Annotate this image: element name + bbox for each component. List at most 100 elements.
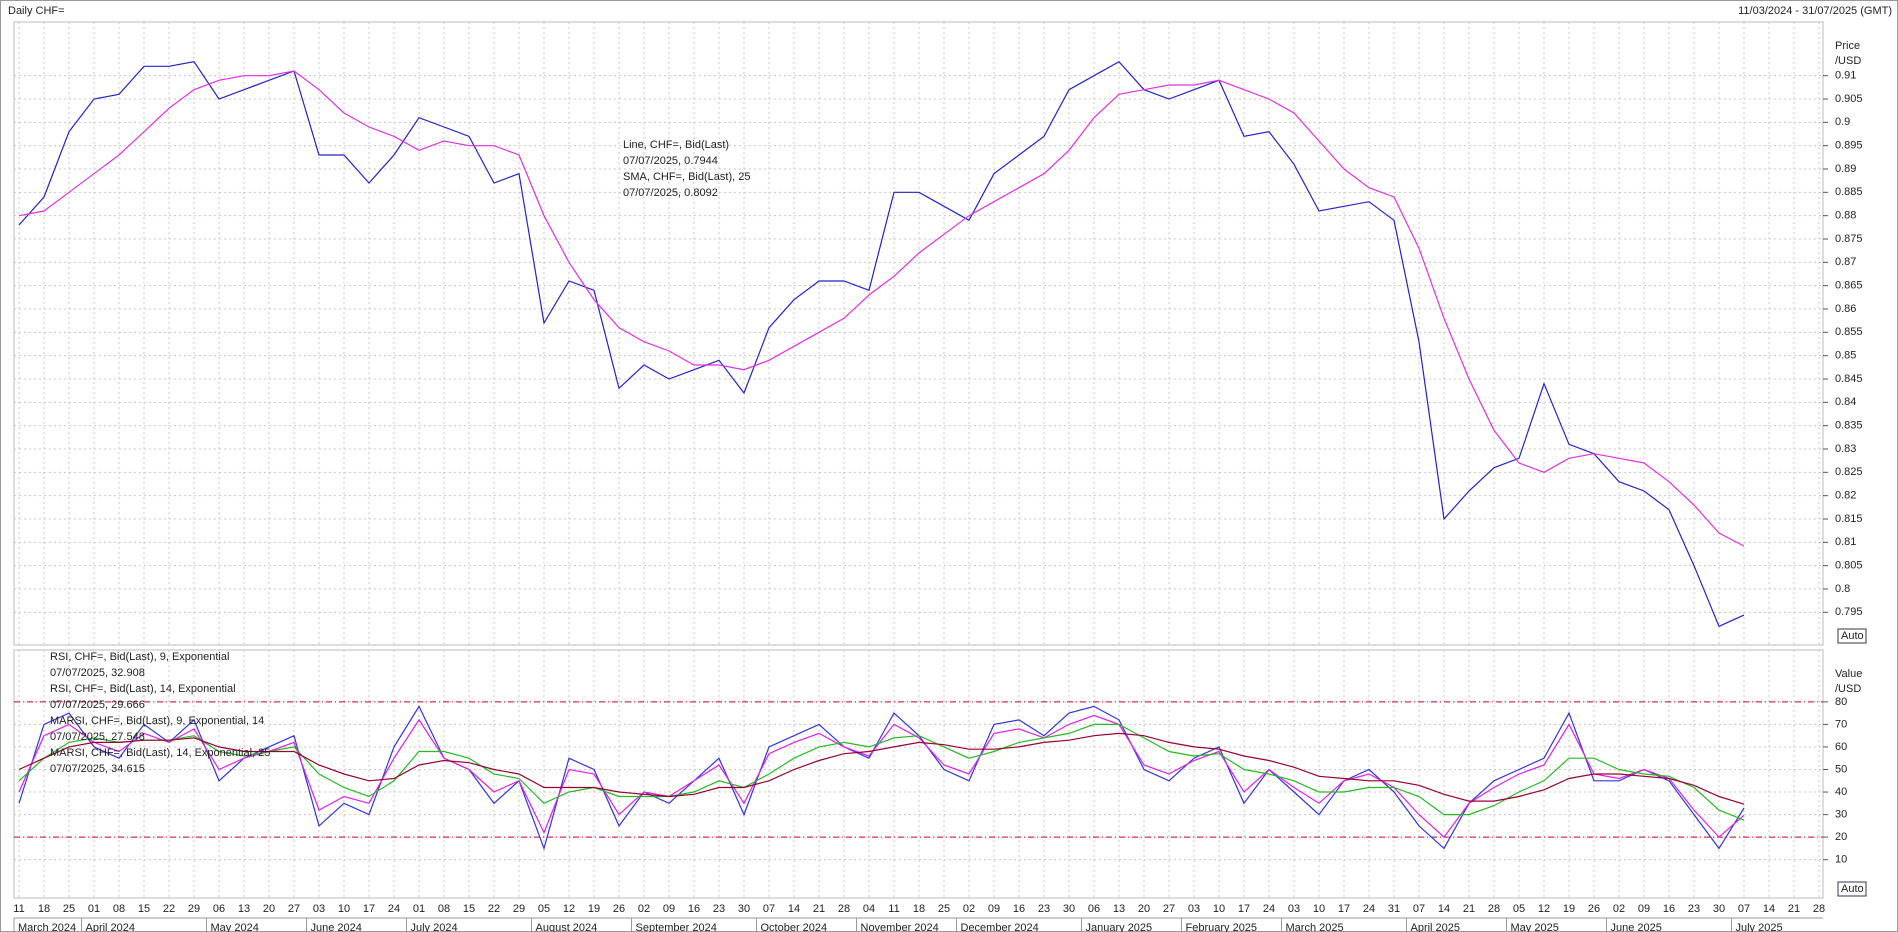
x-tick-label: 09 [988, 903, 1000, 915]
x-tick-label: 16 [1663, 903, 1675, 915]
x-tick-label: 26 [1588, 903, 1600, 915]
x-tick-label: 20 [1138, 903, 1150, 915]
y-tick-label: 0.805 [1835, 560, 1863, 572]
x-tick-label: 28 [838, 903, 850, 915]
y-tick-label: 0.825 [1835, 466, 1863, 478]
x-tick-label: 05 [538, 903, 550, 915]
series-line [18, 723, 1745, 821]
legend-label: RSI, CHF=, Bid(Last), 14, Exponential [50, 683, 236, 695]
legend-label: Line, CHF=, Bid(Last) [623, 139, 729, 151]
legend-label: MARSI, CHF=, Bid(Last), 14, Exponential,… [50, 747, 270, 759]
x-tick-label: 24 [388, 903, 400, 915]
x-tick-label: 17 [1338, 903, 1350, 915]
x-tick-label: 28 [1488, 903, 1500, 915]
y-tick-label: 0.855 [1835, 326, 1863, 338]
x-month-label: March 2025 [1286, 922, 1344, 932]
y-tick-label: 0.9 [1835, 116, 1850, 128]
x-month-label: September 2024 [636, 922, 717, 932]
auto-button-label[interactable]: Auto [1841, 883, 1864, 895]
x-tick-label: 03 [313, 903, 325, 915]
x-tick-label: 19 [1563, 903, 1575, 915]
x-tick-label: 08 [113, 903, 125, 915]
y-tick-label: 0.795 [1835, 606, 1863, 618]
x-tick-label: 10 [1313, 903, 1325, 915]
chart-title: Daily CHF= [8, 5, 65, 17]
x-month-label: November 2024 [861, 922, 939, 932]
x-tick-label: 06 [213, 903, 225, 915]
x-tick-label: 17 [1238, 903, 1250, 915]
x-tick-label: 01 [413, 903, 425, 915]
x-tick-label: 24 [1363, 903, 1375, 915]
auto-button[interactable] [1837, 628, 1867, 644]
x-tick-label: 06 [1088, 903, 1100, 915]
x-tick-label: 30 [1063, 903, 1075, 915]
x-month-label: April 2024 [86, 922, 136, 932]
y-tick-label: 0.88 [1835, 210, 1856, 222]
x-tick-label: 25 [63, 903, 75, 915]
x-month-label: October 2024 [761, 922, 828, 932]
x-month-label: January 2025 [1086, 922, 1153, 932]
x-tick-label: 23 [713, 903, 725, 915]
x-tick-label: 03 [1288, 903, 1300, 915]
x-month-label: May 2024 [211, 922, 259, 932]
x-month-label: July 2024 [411, 922, 458, 932]
y-axis-label: /USD [1835, 683, 1861, 695]
legend-label: SMA, CHF=, Bid(Last), 25 [623, 171, 750, 183]
x-tick-label: 17 [363, 903, 375, 915]
x-tick-label: 05 [1513, 903, 1525, 915]
x-tick-label: 13 [238, 903, 250, 915]
x-tick-label: 07 [1738, 903, 1750, 915]
x-tick-label: 29 [188, 903, 200, 915]
x-tick-label: 16 [1013, 903, 1025, 915]
series-line [18, 705, 1745, 851]
x-tick-label: 18 [38, 903, 50, 915]
x-tick-label: 12 [563, 903, 575, 915]
y-tick-label: 0.84 [1835, 396, 1856, 408]
x-tick-label: 30 [738, 903, 750, 915]
series-line [18, 714, 1745, 838]
x-tick-label: 09 [663, 903, 675, 915]
y-tick-label: 60 [1835, 741, 1847, 753]
x-tick-label: 19 [588, 903, 600, 915]
x-tick-label: 14 [1438, 903, 1450, 915]
x-tick-label: 18 [913, 903, 925, 915]
x-month-label: March 2024 [18, 922, 76, 932]
legend-value: 07/07/2025, 0.8092 [623, 187, 718, 199]
series-line [18, 70, 1745, 547]
x-tick-label: 14 [788, 903, 800, 915]
x-month-label: June 2025 [1611, 922, 1662, 932]
x-tick-label: 29 [513, 903, 525, 915]
x-tick-label: 23 [1688, 903, 1700, 915]
x-month-label: April 2025 [1411, 922, 1461, 932]
legend-label: RSI, CHF=, Bid(Last), 9, Exponential [50, 651, 229, 663]
x-tick-label: 27 [288, 903, 300, 915]
legend-value: 07/07/2025, 34.615 [50, 763, 145, 775]
y-tick-label: 0.895 [1835, 140, 1863, 152]
x-tick-label: 03 [1188, 903, 1200, 915]
y-axis-label: Price [1835, 40, 1860, 52]
y-tick-label: 0.865 [1835, 280, 1863, 292]
auto-button[interactable] [1837, 881, 1867, 897]
y-tick-label: 0.83 [1835, 443, 1856, 455]
x-tick-label: 02 [1613, 903, 1625, 915]
auto-button-label[interactable]: Auto [1841, 630, 1864, 642]
x-tick-label: 12 [1538, 903, 1550, 915]
x-tick-label: 22 [488, 903, 500, 915]
x-tick-label: 07 [1413, 903, 1425, 915]
x-tick-label: 23 [1038, 903, 1050, 915]
y-tick-label: 0.89 [1835, 163, 1856, 175]
x-month-label: June 2024 [311, 922, 362, 932]
x-tick-label: 02 [963, 903, 975, 915]
x-month-label: February 2025 [1186, 922, 1258, 932]
x-tick-label: 31 [1388, 903, 1400, 915]
y-tick-label: 10 [1835, 854, 1847, 866]
y-tick-label: 70 [1835, 718, 1847, 730]
y-tick-label: 0.845 [1835, 373, 1863, 385]
y-tick-label: 40 [1835, 786, 1847, 798]
x-month-label: July 2025 [1736, 922, 1783, 932]
series-line [18, 60, 1745, 628]
y-tick-label: 80 [1835, 696, 1847, 708]
x-tick-label: 26 [613, 903, 625, 915]
y-tick-label: 0.86 [1835, 303, 1856, 315]
